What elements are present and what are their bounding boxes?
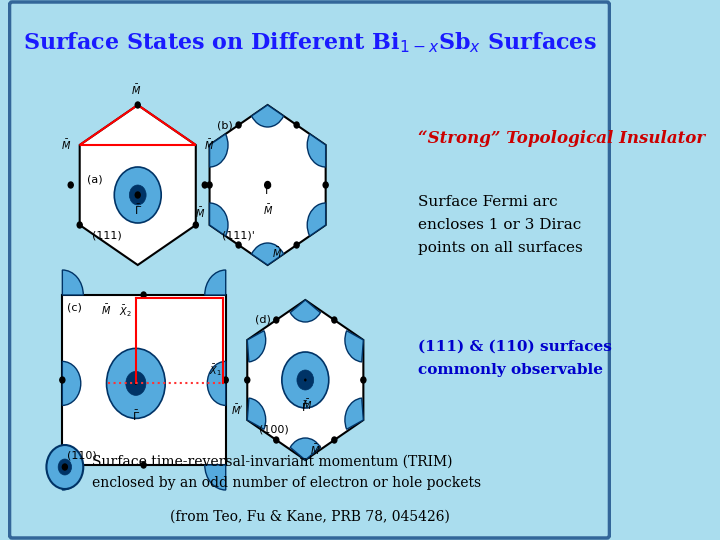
Circle shape — [141, 462, 146, 468]
Text: $\bar{M}$: $\bar{M}$ — [272, 246, 282, 260]
Circle shape — [135, 102, 140, 108]
Circle shape — [323, 182, 328, 188]
Text: $\bar{M}'$: $\bar{M}'$ — [231, 403, 243, 417]
Wedge shape — [63, 465, 84, 490]
Wedge shape — [290, 438, 320, 460]
Wedge shape — [207, 361, 225, 406]
Circle shape — [274, 437, 279, 443]
Polygon shape — [80, 105, 196, 265]
Circle shape — [361, 377, 366, 383]
Circle shape — [282, 352, 329, 408]
Text: $\bar{M}$: $\bar{M}$ — [101, 303, 111, 317]
Text: $\bar{M}$: $\bar{M}$ — [302, 398, 312, 412]
Polygon shape — [210, 105, 325, 265]
Circle shape — [297, 370, 314, 390]
Circle shape — [302, 376, 309, 384]
Circle shape — [141, 292, 146, 298]
Text: (from Teo, Fu & Kane, PRB 78, 045426): (from Teo, Fu & Kane, PRB 78, 045426) — [170, 510, 449, 524]
Wedge shape — [210, 134, 228, 167]
Circle shape — [294, 122, 299, 128]
Circle shape — [202, 182, 207, 188]
Wedge shape — [290, 300, 320, 322]
Text: Surface States on Different Bi$_{1-x}$Sb$_x$ Surfaces: Surface States on Different Bi$_{1-x}$Sb… — [22, 30, 596, 55]
Text: $\bar{\Gamma}$: $\bar{\Gamma}$ — [264, 183, 271, 197]
Text: $\bar{M}$: $\bar{M}$ — [131, 83, 141, 97]
Circle shape — [63, 465, 66, 469]
Circle shape — [114, 167, 161, 223]
Text: (c): (c) — [66, 303, 81, 313]
Text: (110): (110) — [66, 450, 96, 460]
Text: $\bar{M}'$: $\bar{M}'$ — [310, 443, 322, 457]
Circle shape — [207, 182, 212, 188]
Text: $\bar{X}_1$: $\bar{X}_1$ — [209, 362, 222, 379]
Wedge shape — [210, 203, 228, 236]
Bar — [63, 295, 225, 465]
Text: (b): (b) — [217, 120, 233, 130]
Wedge shape — [307, 134, 325, 167]
Circle shape — [236, 242, 241, 248]
Circle shape — [107, 348, 165, 418]
Circle shape — [60, 377, 65, 383]
Circle shape — [193, 222, 198, 228]
Circle shape — [332, 317, 337, 323]
Wedge shape — [345, 330, 364, 362]
Text: (111): (111) — [91, 230, 122, 240]
Text: $\bar{\Gamma}$: $\bar{\Gamma}$ — [132, 408, 140, 423]
Polygon shape — [247, 300, 364, 460]
Text: (a): (a) — [87, 175, 103, 185]
Circle shape — [304, 379, 307, 381]
Text: $\bar{X}_2$: $\bar{X}_2$ — [119, 303, 132, 319]
Circle shape — [245, 377, 250, 383]
Text: $\bar{M}$: $\bar{M}$ — [204, 138, 215, 152]
Circle shape — [137, 193, 139, 197]
Text: (111)': (111)' — [222, 230, 254, 240]
Wedge shape — [345, 398, 364, 429]
Wedge shape — [63, 270, 84, 295]
Wedge shape — [247, 330, 266, 362]
Wedge shape — [204, 465, 225, 490]
Text: $\bar{M}$: $\bar{M}$ — [263, 203, 273, 217]
Circle shape — [77, 222, 82, 228]
Circle shape — [274, 317, 279, 323]
Text: (111) & (110) surfaces
commonly observable: (111) & (110) surfaces commonly observab… — [418, 340, 612, 377]
Text: (100): (100) — [259, 425, 289, 435]
Wedge shape — [247, 398, 266, 429]
Text: $\bar{\Gamma}$: $\bar{\Gamma}$ — [134, 203, 142, 217]
Wedge shape — [252, 243, 284, 265]
Wedge shape — [252, 105, 284, 127]
Circle shape — [294, 242, 299, 248]
Text: Surface Fermi arc
encloses 1 or 3 Dirac
points on all surfaces: Surface Fermi arc encloses 1 or 3 Dirac … — [418, 195, 583, 254]
Text: $\bar{\Gamma}$: $\bar{\Gamma}$ — [301, 400, 310, 414]
Wedge shape — [63, 361, 81, 406]
Circle shape — [126, 372, 146, 395]
Circle shape — [135, 192, 140, 198]
Wedge shape — [307, 203, 325, 236]
Wedge shape — [204, 270, 225, 295]
Circle shape — [265, 181, 271, 188]
Circle shape — [63, 464, 68, 470]
Circle shape — [332, 437, 337, 443]
Circle shape — [130, 185, 146, 205]
Text: (d): (d) — [255, 315, 271, 325]
Circle shape — [135, 382, 137, 385]
Circle shape — [236, 122, 241, 128]
Text: Surface time-reversal-invariant momentum (TRIM)
enclosed by an odd number of ele: Surface time-reversal-invariant momentum… — [91, 455, 481, 490]
Circle shape — [223, 377, 228, 383]
Circle shape — [46, 445, 84, 489]
Circle shape — [58, 459, 71, 475]
Text: $\bar{M}$: $\bar{M}$ — [61, 138, 71, 152]
Text: $\bar{M}$: $\bar{M}$ — [195, 206, 205, 220]
Circle shape — [68, 182, 73, 188]
Text: “Strong” Topological Insulator: “Strong” Topological Insulator — [418, 130, 706, 147]
